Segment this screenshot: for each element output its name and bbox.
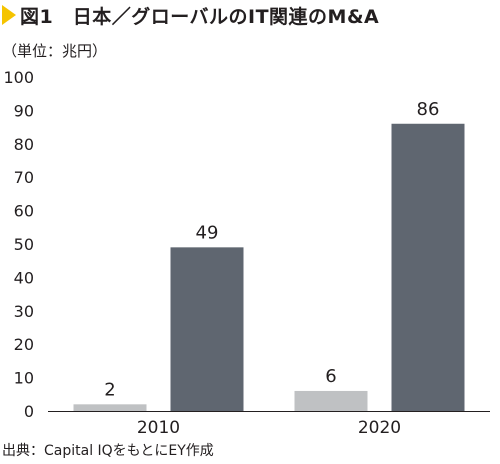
y-tick-label: 10 xyxy=(14,369,34,388)
source-note: 出典：Capital IQをもとにEY作成 xyxy=(2,443,214,459)
triangle-marker-icon xyxy=(2,5,16,25)
y-tick-label: 20 xyxy=(14,335,34,354)
y-tick-label: 40 xyxy=(14,268,34,287)
y-tick-label: 0 xyxy=(24,402,34,421)
bar xyxy=(170,247,244,411)
x-tick-label: 2010 xyxy=(137,418,180,438)
y-tick-label: 80 xyxy=(14,135,34,154)
bar xyxy=(294,390,368,411)
y-tick-label: 60 xyxy=(14,202,34,221)
data-label: 86 xyxy=(417,99,440,120)
bar xyxy=(73,404,147,411)
y-tick-label: 50 xyxy=(14,235,34,254)
data-label: 2 xyxy=(104,379,115,400)
chart-title: 図1 日本／グローバルのIT関連のM&A xyxy=(20,5,380,28)
x-tick-label: 2020 xyxy=(358,418,401,438)
data-label: 6 xyxy=(325,366,336,387)
y-tick-label: 30 xyxy=(14,302,34,321)
unit-label: （単位：兆円） xyxy=(2,42,108,60)
y-tick-label: 100 xyxy=(3,68,34,87)
bar xyxy=(391,123,465,411)
data-label: 49 xyxy=(196,222,219,243)
y-tick-label: 70 xyxy=(14,168,34,187)
y-tick-label: 90 xyxy=(14,101,34,120)
chart-title-row: 図1 日本／グローバルのIT関連のM&A xyxy=(0,0,379,30)
